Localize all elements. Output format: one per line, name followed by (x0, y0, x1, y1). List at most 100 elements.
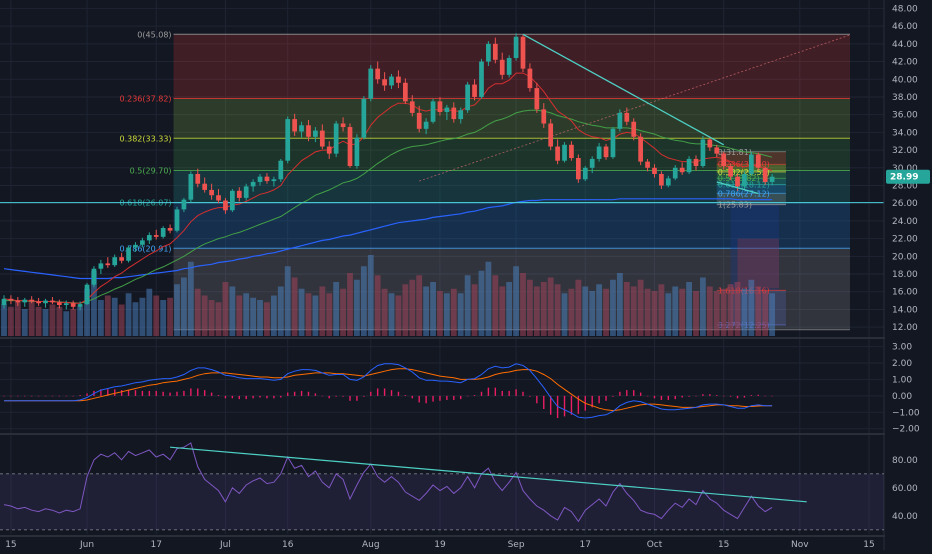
rsi-line (3, 442, 773, 523)
macd-histogram-bar (349, 395, 351, 401)
small-fib-label: 0.236(30.40) (718, 160, 770, 169)
macd-histogram-bar (473, 395, 476, 396)
macd-histogram-bar (494, 387, 497, 396)
price-axis-label: 18.00 (892, 270, 918, 280)
price-axis-label: 24.00 (892, 217, 918, 227)
volume-bar (367, 255, 374, 336)
macd-axis-label: −2.00 (892, 425, 920, 435)
macd-histogram-bar (190, 388, 192, 396)
price-axis-label: 36.00 (892, 111, 918, 121)
volume-bar (540, 282, 547, 336)
candle-body (347, 127, 353, 167)
candle-body (236, 190, 242, 198)
candle-body (278, 160, 284, 180)
macd-histogram-bar (709, 394, 711, 396)
volume-bar (312, 295, 319, 336)
volume-bar (181, 277, 187, 336)
macd-histogram-bar (515, 389, 517, 396)
volume-bar (755, 286, 762, 336)
small-fib-label: 0(31.81) (718, 148, 752, 157)
macd-histogram-bar (522, 391, 524, 396)
candle-body (582, 167, 588, 180)
volume-bar (257, 300, 263, 336)
candle-body (769, 176, 775, 182)
candle-body (742, 173, 747, 187)
volume-bar (194, 288, 201, 336)
volume-bar (769, 293, 776, 336)
macd-histogram-bar (390, 390, 393, 396)
volume-bar (471, 284, 478, 336)
macd-histogram-bar (107, 389, 109, 396)
candle-body (319, 130, 325, 147)
macd-histogram-bar (217, 395, 220, 396)
price-axis-label: 46.00 (892, 22, 918, 32)
macd-histogram-bar (432, 395, 434, 402)
time-axis-label: 17 (151, 540, 162, 550)
macd-histogram-bar (335, 395, 337, 397)
candle-body (700, 139, 706, 167)
macd-histogram-bar (466, 395, 469, 397)
macd-histogram-bar (72, 395, 74, 397)
candle-body (389, 76, 394, 86)
candle-body (223, 200, 228, 211)
volume-bar (437, 291, 443, 336)
candle-body (465, 84, 470, 111)
candle-body (105, 263, 111, 266)
price-axis-background (885, 0, 932, 550)
volume-bar (450, 288, 457, 336)
volume-bar (319, 286, 326, 336)
candle-body (209, 189, 214, 196)
candle-body (160, 227, 166, 237)
volume-bar (596, 284, 603, 336)
time-axis-label: 17 (580, 540, 591, 550)
macd-histogram-bar (266, 395, 268, 399)
macd-histogram-bar (30, 395, 33, 397)
candle-body (368, 68, 374, 99)
volume-bar (402, 284, 409, 336)
volume-bar (354, 279, 360, 336)
macd-histogram-bar (667, 395, 670, 400)
candle-body (340, 123, 346, 128)
macd-axis-label: −1.00 (892, 408, 920, 418)
volume-bar (568, 288, 575, 336)
candle-body (548, 123, 554, 147)
price-axis-label: 22.00 (892, 235, 918, 245)
candle-body (603, 146, 609, 158)
candle-body (665, 178, 671, 186)
volume-bar (388, 293, 395, 336)
candle-body (707, 139, 713, 148)
macd-histogram-bar (543, 395, 545, 409)
volume-bar (616, 273, 623, 336)
candle-body (755, 154, 761, 168)
candle-body (146, 235, 152, 241)
volume-bar (672, 286, 679, 336)
candle-body (313, 130, 318, 137)
macd-histogram-bar (148, 390, 151, 396)
candle-body (202, 183, 208, 190)
volume-bar (63, 311, 70, 336)
sma-long-line (3, 198, 773, 280)
volume-bar (208, 300, 215, 336)
candle-body (84, 284, 90, 305)
ema-slow-line (4, 109, 773, 304)
macd-histogram-bar (605, 395, 607, 401)
candle-body (292, 119, 297, 132)
fib-level-label: 0(45.08) (137, 30, 171, 39)
candle-body (1, 298, 7, 306)
macd-histogram-bar (134, 390, 137, 396)
candle-body (693, 158, 699, 167)
macd-histogram-bar (453, 395, 455, 400)
macd-histogram-bar (736, 395, 739, 399)
volume-bar (125, 293, 132, 336)
candle-body (306, 125, 311, 137)
volume-bar (547, 277, 554, 336)
macd-histogram-bar (238, 395, 240, 400)
volume-bar (457, 293, 464, 336)
rsi-trendline (170, 446, 807, 503)
macd-histogram-bar (771, 395, 773, 397)
macd-histogram-bar (743, 395, 746, 398)
price-axis-label: 16.00 (892, 288, 918, 298)
macd-histogram-bar (273, 395, 275, 399)
